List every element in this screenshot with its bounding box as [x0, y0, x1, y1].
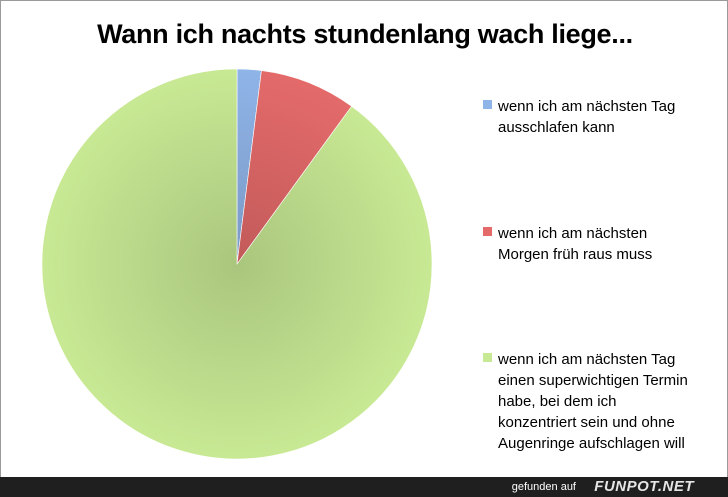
legend-label-3: wenn ich am nächsten Tag einen superwich…	[498, 351, 688, 452]
chart-title: Wann ich nachts stundenlang wach liege..…	[97, 19, 633, 49]
footer-brand-logo: FUNPOT.NET	[594, 478, 694, 495]
legend-label-1: wenn ich am nächsten Tag ausschlafen kan…	[498, 98, 676, 136]
pie-slice-2	[236, 70, 353, 265]
footer-bar: gefunden auf FUNPOT.NET	[0, 477, 728, 497]
legend-label-2: wenn ich am nächsten Morgen früh raus mu…	[498, 225, 653, 263]
chart-frame: Wann ich nachts stundenlang wach liege..…	[0, 0, 728, 479]
pie-chart	[41, 68, 433, 460]
pie-slice-3	[41, 68, 433, 460]
legend-swatch-1	[483, 100, 492, 109]
legend-swatch-3	[483, 353, 492, 362]
footer-found-text: gefunden auf	[511, 481, 576, 493]
legend-swatch-2	[483, 227, 492, 236]
